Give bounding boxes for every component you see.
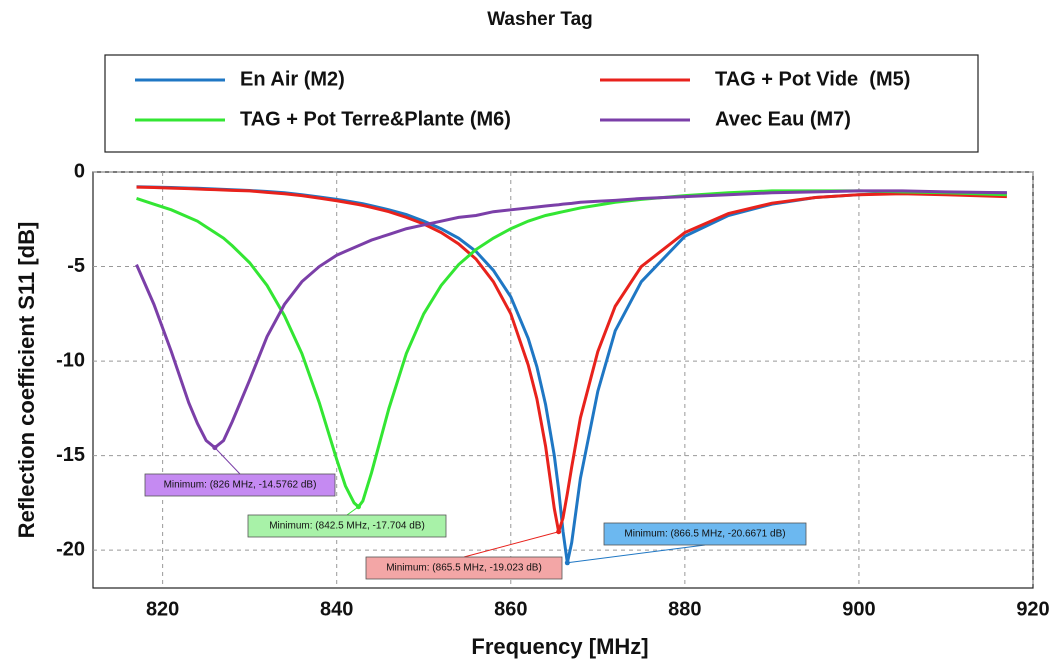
annotation-leader xyxy=(567,544,706,564)
minimum-marker xyxy=(564,560,570,566)
y-tick-label: -15 xyxy=(56,444,85,466)
legend-label: Avec Eau (M7) xyxy=(715,108,851,130)
series-line xyxy=(135,189,1007,450)
annotation-box xyxy=(365,556,563,580)
minimum-marker xyxy=(212,445,218,451)
y-tick-label: 0 xyxy=(74,160,85,182)
chart-title: Washer Tag xyxy=(487,9,593,30)
series-line xyxy=(136,185,1007,533)
y-tick-label: -5 xyxy=(67,255,85,277)
annotation-leader xyxy=(214,447,241,475)
legend xyxy=(104,54,979,153)
x-tick-label: 880 xyxy=(668,598,701,620)
legend-label: En Air (M2) xyxy=(240,68,345,90)
annotation-text: Minimum: (842.5 MHz, -17.704 dB) xyxy=(269,521,425,532)
annotation-text: Minimum: (866.5 MHz, -20.6671 dB) xyxy=(624,529,785,540)
x-tick-label: 900 xyxy=(842,598,875,620)
legend-label: TAG + Pot Terre&Plante (M6) xyxy=(240,108,511,130)
y-axis-label: Reflection coefficient S11 [dB] xyxy=(14,222,39,539)
y-tick-label: -10 xyxy=(56,349,85,371)
annotation-box xyxy=(144,473,336,497)
x-tick-label: 840 xyxy=(320,598,353,620)
annotation-box xyxy=(247,514,447,538)
minimum-marker xyxy=(556,529,562,535)
y-tick-label: -20 xyxy=(56,538,85,560)
annotation-leader xyxy=(463,531,559,558)
annotation-text: Minimum: (865.5 MHz, -19.023 dB) xyxy=(386,563,542,574)
x-axis-label: Frequency [MHz] xyxy=(471,634,648,659)
x-tick-label: 860 xyxy=(494,598,527,620)
annotation-text: Minimum: (826 MHz, -14.5762 dB) xyxy=(164,480,317,491)
minimum-marker xyxy=(355,504,361,510)
annotation-box xyxy=(603,522,807,546)
x-tick-label: 820 xyxy=(146,598,179,620)
legend-label: TAG + Pot Vide (M5) xyxy=(715,68,910,90)
x-tick-label: 920 xyxy=(1016,598,1049,620)
